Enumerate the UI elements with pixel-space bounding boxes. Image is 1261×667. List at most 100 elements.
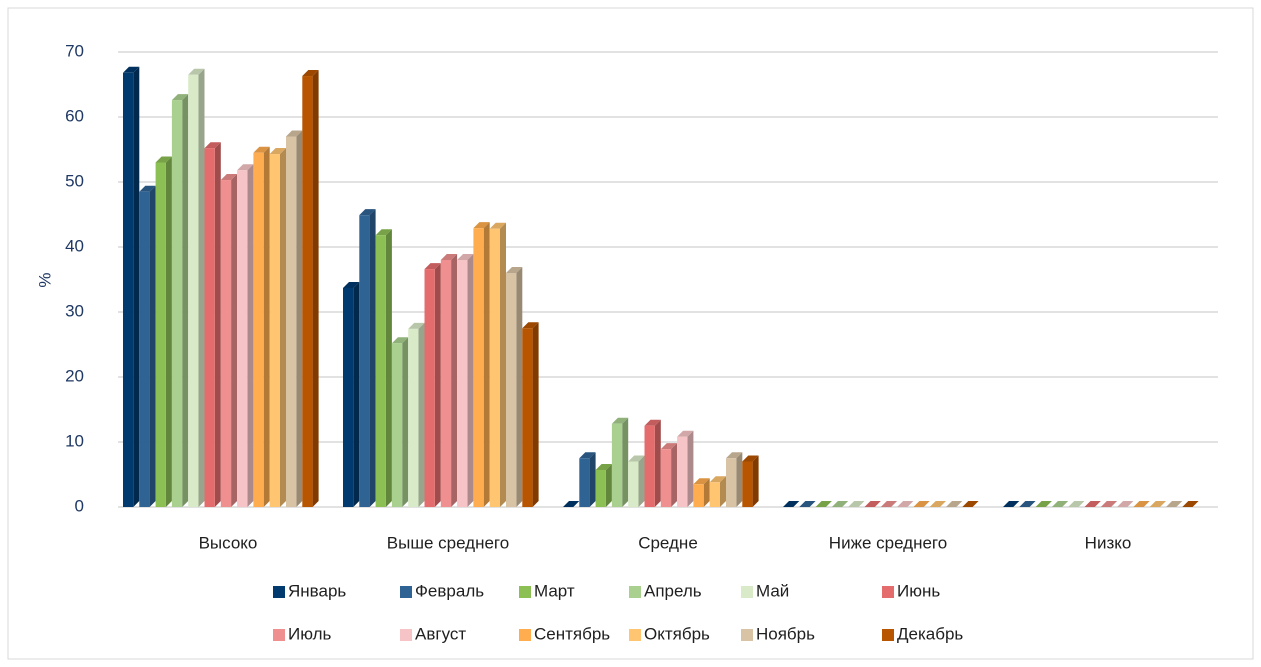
bar-front [343,287,354,507]
y-tick-label: 10 [65,431,84,450]
bar-front [188,74,199,507]
bar-top [440,254,458,260]
bar-top [726,452,743,459]
bar [237,164,254,508]
bar-side [687,430,694,507]
bar [897,501,914,507]
bar-top [489,222,506,229]
legend-swatch [882,586,894,598]
bar [913,501,930,507]
legend-label: Март [534,581,575,600]
bar-top [1133,501,1150,507]
bar [962,501,979,507]
legend-label: Январь [288,581,346,600]
bar-top [188,68,205,75]
bar-top [237,164,254,171]
y-tick-label: 30 [65,301,84,320]
bar-top [831,501,849,507]
bar-top [123,66,140,73]
bar-front [171,100,183,507]
bar-top [424,263,441,270]
bar-top [962,501,979,507]
bar-top [204,142,221,149]
bar-side [638,455,645,507]
bar-side [418,322,425,507]
bar [343,281,360,507]
bar-top [709,476,726,483]
bar-front [579,458,590,507]
bar-top [1182,501,1199,507]
bar-top [848,501,865,507]
legend-swatch [400,629,412,641]
bar [628,455,645,507]
bar-side [467,254,474,507]
legend-label: Ноябрь [756,624,815,643]
y-tick-label: 40 [65,236,84,255]
bar [188,68,205,507]
bar-front [155,162,166,507]
bar-top [253,146,270,153]
legend-label: Октябрь [644,624,710,643]
bar [473,222,490,507]
bar-top [139,185,156,192]
bar-top [693,478,710,485]
bar-top [815,501,832,507]
y-tick-label: 0 [75,496,84,515]
bar-top [913,501,930,507]
legend-label: Июль [288,624,332,643]
bar-top [1117,501,1134,507]
bar-side [263,146,270,507]
bar-side [589,452,596,507]
bar-top [1068,501,1085,507]
bar-side [752,455,759,507]
bar [1084,501,1101,507]
bar-top [457,254,474,260]
bar-front [742,461,753,507]
bar-front [408,328,419,507]
bar-front [286,136,297,507]
bar [123,66,140,508]
bar-top [595,463,612,470]
bar-front [522,328,533,507]
bar-side [516,267,523,507]
bar-side [149,185,156,507]
legend-swatch [519,586,531,598]
x-tick-label: Ниже среднего [829,533,947,552]
bar-top [302,70,319,77]
bar-front [237,170,248,508]
legend-swatch [519,629,531,641]
bar [783,501,800,507]
bar-side [214,142,221,507]
bar-front [677,436,688,507]
bar-side [736,452,743,507]
bar [506,267,523,507]
bar-top [506,267,523,273]
bar [644,419,661,507]
bar-front [506,273,517,507]
bar-top [408,322,425,329]
bar-front [457,260,468,507]
bar-top [1149,501,1166,507]
bar [742,455,759,507]
bar [1019,501,1036,507]
legend-swatch [741,629,753,641]
legend-label: Сентябрь [534,624,610,643]
bar-side [353,281,360,507]
bar-top [677,430,694,437]
bar-top [897,501,914,507]
bar-top [864,501,881,507]
bar [457,254,474,507]
bar-side [312,70,319,508]
bar [171,94,189,507]
bar-front [644,425,655,507]
bar-front [424,269,435,507]
bar [155,156,172,507]
bar-top [1166,501,1183,507]
bar-side [385,229,392,508]
bar-top [522,322,539,329]
bar-top [391,337,409,344]
bar [726,452,743,507]
bar [579,452,596,507]
bar [880,501,898,507]
bar-side [182,94,189,507]
